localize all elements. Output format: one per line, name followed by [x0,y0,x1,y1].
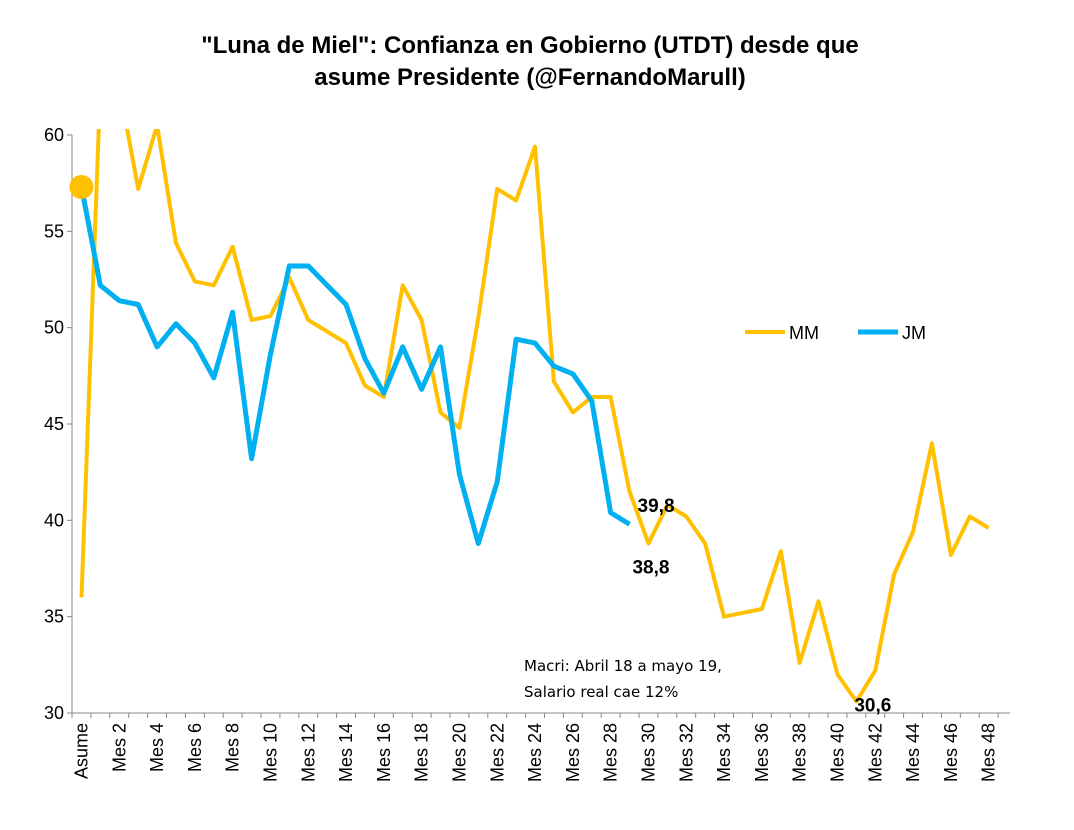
x-tick-label: Mes 44 [903,723,923,782]
chart-title-line-1: "Luna de Miel": Confianza en Gobierno (U… [201,32,859,59]
x-tick-label: Mes 10 [260,723,280,782]
x-tick-label: Mes 6 [185,723,205,772]
series-lines [79,129,990,704]
y-tick-label: 45 [44,414,64,434]
x-tick-label: Mes 4 [147,723,167,772]
series-line-mm [79,129,990,704]
data-label: 30,6 [854,695,891,716]
data-label: 38,8 [632,557,669,578]
x-tick-label: Mes 26 [563,723,583,782]
x-tick-label: Mes 22 [487,723,507,782]
x-tick-label: Mes 36 [752,723,772,782]
x-tick-label: Mes 34 [714,723,734,782]
x-tick-label: Mes 12 [298,723,318,782]
y-tick-label: 60 [44,125,64,145]
x-tick-label: Mes 46 [941,723,961,782]
note-line-2: Salario real cae 12% [524,683,678,701]
x-tick-label: Mes 14 [336,723,356,782]
chart-title: "Luna de Miel": Confianza en Gobierno (U… [130,30,930,94]
x-tick-label: Asume [71,723,91,779]
start-point-marker [69,175,94,200]
x-tick-label: Mes 16 [374,723,394,782]
data-labels: 39,8 38,8 30,6 [632,496,891,716]
series-line-jm [79,186,631,546]
y-tick-label: 40 [44,510,64,530]
x-tick-label: Mes 2 [109,723,129,772]
x-tick-label: Mes 42 [865,723,885,782]
y-tick-label: 30 [44,703,64,723]
y-axis-ticks: 30 35 40 45 50 55 60 [44,125,72,723]
y-tick-label: 50 [44,318,64,338]
x-axis-ticks: Asume Mes 2 Mes 4 Mes 6 Mes 8 Mes 10 Mes 12 Mes… [71,713,999,782]
markers [69,175,94,200]
note: Macri: Abril 18 a mayo 19, Salario real … [524,657,722,701]
y-tick-label: 55 [44,221,64,241]
legend-mm-label: MM [789,323,819,343]
x-tick-label: Mes 32 [676,723,696,782]
legend: MM JM [745,323,926,343]
x-tick-label: Mes 38 [790,723,810,782]
note-line-1: Macri: Abril 18 a mayo 19, [524,657,722,675]
data-label: 39,8 [638,496,675,517]
x-tick-label: Mes 20 [449,723,469,782]
x-tick-label: Mes 48 [979,723,999,782]
x-tick-label: Mes 40 [827,723,847,782]
x-tick-label: Mes 18 [412,723,432,782]
x-tick-label: Mes 30 [638,723,658,782]
y-tick-label: 35 [44,607,64,627]
x-tick-label: Mes 28 [601,723,621,782]
legend-jm-label: JM [902,323,926,343]
chart-title-line-2: asume Presidente (@FernandoMarull) [314,64,746,91]
x-tick-label: Mes 24 [525,723,545,782]
x-tick-label: Mes 8 [223,723,243,772]
